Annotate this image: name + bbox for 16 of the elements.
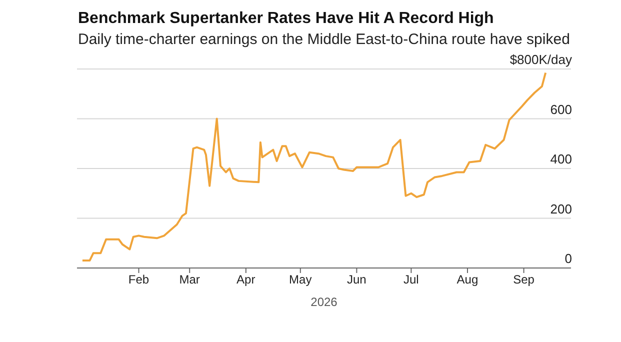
x-tick-label: Jun bbox=[347, 272, 366, 287]
x-axis-title: 2026 bbox=[310, 295, 338, 309]
y-tick-label: 200 bbox=[550, 201, 572, 216]
x-tick-label: Apr bbox=[236, 272, 256, 287]
chart-title: Benchmark Supertanker Rates Have Hit A Record High bbox=[77, 9, 495, 29]
x-tick-label: Mar bbox=[179, 272, 200, 287]
x-tick-label: Sep bbox=[513, 272, 535, 287]
y-tick-label: 400 bbox=[550, 152, 572, 166]
x-tick-label: May bbox=[289, 272, 312, 287]
y-tick-label: 0 bbox=[564, 251, 572, 266]
x-tick-label: Feb bbox=[128, 272, 150, 287]
x-tick-label: Jul bbox=[404, 272, 419, 287]
y-tick-label: $800K/day bbox=[510, 52, 572, 67]
x-tick-label: Aug bbox=[456, 272, 478, 287]
y-tick-label: 600 bbox=[550, 102, 572, 117]
chart-subtitle: Daily time-charter earnings on the Middle East-to-China route have spiked bbox=[77, 30, 571, 50]
